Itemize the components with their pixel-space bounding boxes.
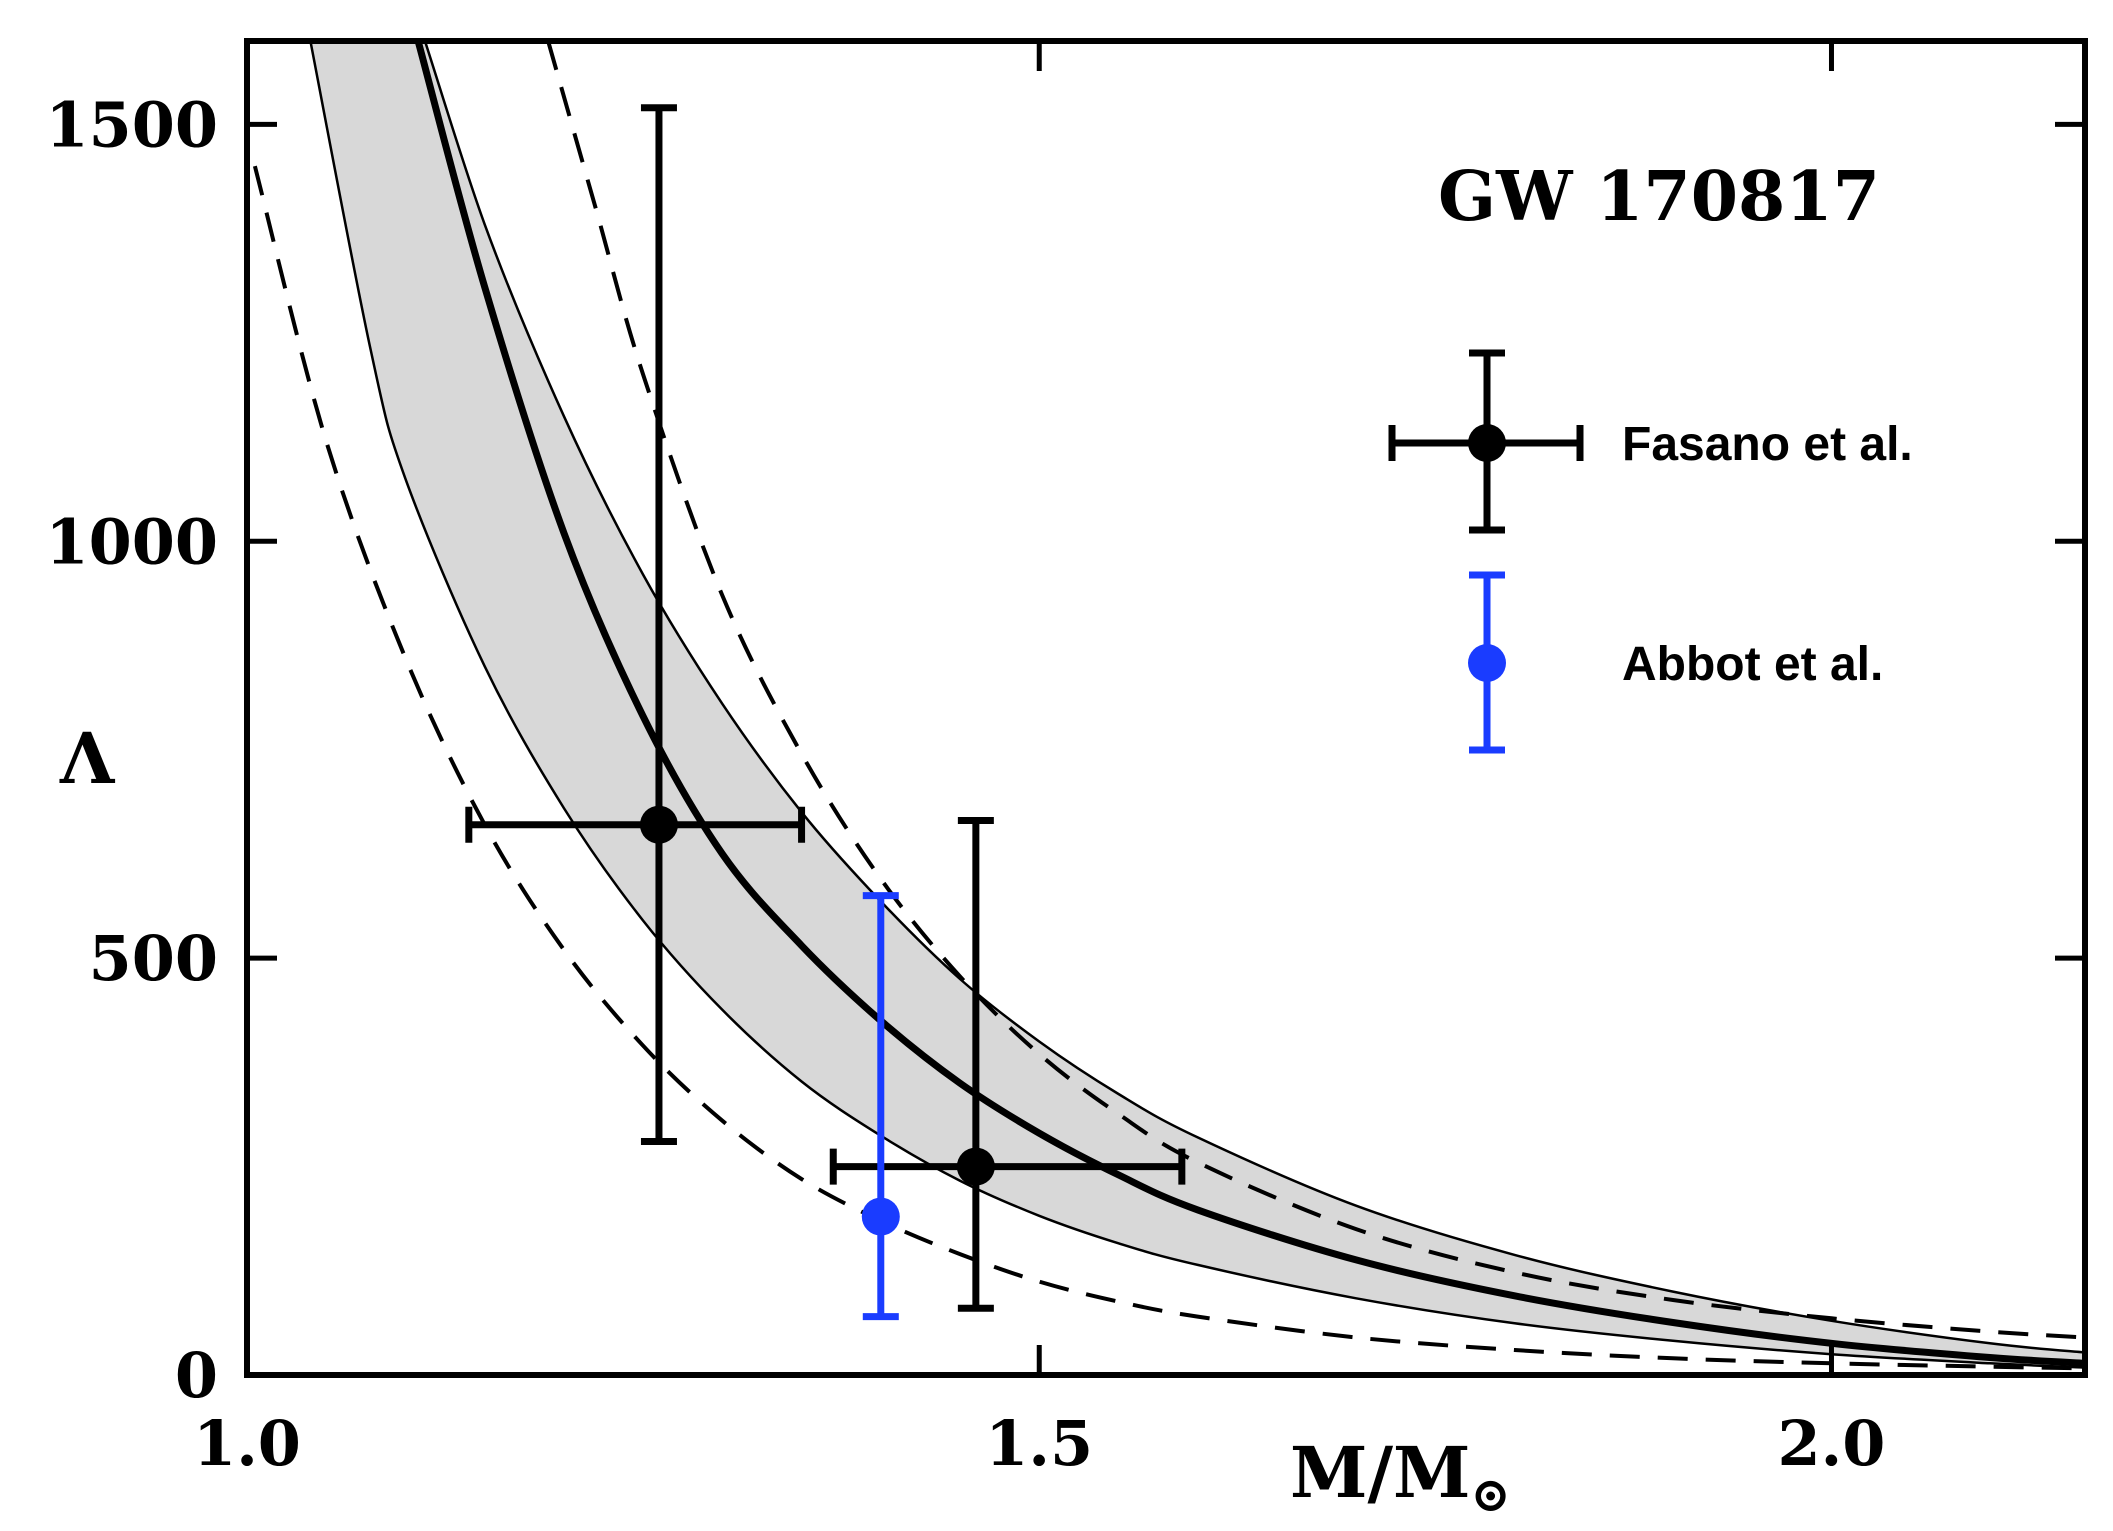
legend-entry-fasano: Fasano et al. <box>1388 349 1913 534</box>
data-points-layer <box>465 104 1186 1321</box>
confidence-band-layer <box>309 41 2085 1369</box>
x-tick-label: 1.5 <box>985 1407 1093 1480</box>
ticks-layer: 1.0 1.5 2.0 0 500 1000 1500 <box>45 41 2085 1480</box>
y-tick-label: 0 <box>175 1339 218 1412</box>
y-axis-title: Λ <box>59 717 116 800</box>
legend-marker <box>1468 424 1506 462</box>
legend: Fasano et al. Abbot et al. <box>1388 349 1913 754</box>
y-tick-label: 1000 <box>45 505 218 578</box>
y-tick-label: 500 <box>89 922 218 995</box>
band-upper-edge <box>423 41 2085 1354</box>
legend-label: Abbot et al. <box>1622 638 1883 691</box>
confidence-band-fill <box>310 41 2085 1368</box>
data-marker <box>956 1147 995 1186</box>
data-point-abbot <box>861 892 900 1321</box>
data-marker <box>861 1197 900 1236</box>
x-axis-title: M/M⊙ <box>1290 1431 1511 1523</box>
plot-frame <box>244 38 2088 1378</box>
data-point-fasano <box>465 104 806 1146</box>
x-axis-title-text: M/M <box>1290 1431 1471 1514</box>
data-point-fasano <box>829 817 1186 1312</box>
dashed-lower-curve <box>252 165 2085 1371</box>
legend-label: Fasano et al. <box>1622 418 1913 471</box>
x-tick-label: 1.0 <box>193 1407 301 1480</box>
x-tick-label: 2.0 <box>1778 1407 1886 1480</box>
legend-entry-abbot: Abbot et al. <box>1468 571 1883 754</box>
y-tick-label: 1500 <box>45 88 218 161</box>
legend-marker <box>1468 644 1506 682</box>
x-axis-title-subscript: ⊙ <box>1471 1467 1511 1523</box>
band-lower-edge <box>309 41 2085 1369</box>
data-marker <box>639 805 678 844</box>
chart-title: GW 170817 <box>1438 157 1880 237</box>
central-curve <box>414 41 2085 1367</box>
